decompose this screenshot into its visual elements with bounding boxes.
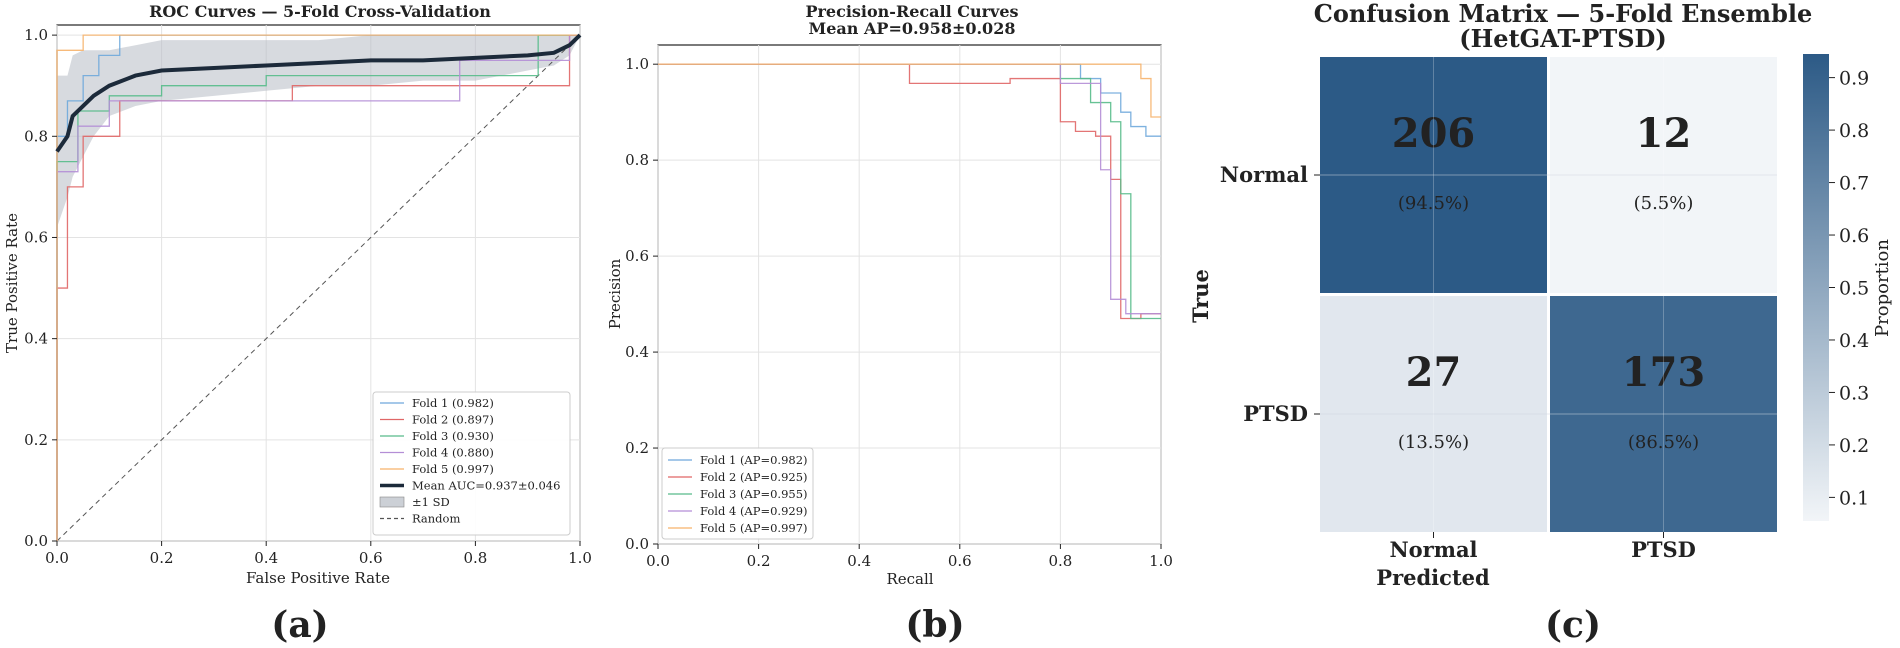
legend-entry: Random (412, 512, 460, 526)
cm-percent: (13.5%) (1398, 432, 1469, 453)
cm-count: 206 (1392, 110, 1476, 157)
legend-entry: Fold 2 (0.897) (412, 413, 494, 427)
cm-count: 173 (1622, 349, 1706, 396)
legend-entry: Fold 1 (0.982) (412, 396, 494, 410)
colorbar-tick-label: 0.6 (1839, 225, 1869, 247)
colorbar-tick-label: 0.7 (1839, 173, 1869, 195)
cm-percent: (94.5%) (1398, 193, 1469, 214)
colorbar-tick-label: 0.5 (1839, 278, 1869, 300)
pr-panel: Precision-Recall Curves Mean AP=0.958±0.… (606, 2, 1173, 646)
legend-entry: Fold 5 (0.997) (412, 462, 494, 476)
y-tick-label: 0.2 (24, 431, 48, 449)
colorbar-tick-label: 0.1 (1839, 487, 1869, 509)
roc-title: ROC Curves — 5-Fold Cross-Validation (149, 2, 491, 21)
x-tick-label: 0.8 (463, 549, 487, 567)
colorbar-tick-label: 0.9 (1839, 68, 1869, 90)
x-tick-label: 0.4 (847, 552, 871, 570)
legend-entry: Fold 5 (AP=0.997) (700, 521, 808, 535)
legend-entry: Fold 3 (AP=0.955) (700, 487, 808, 501)
colorbar-tick-label: 0.2 (1839, 435, 1869, 457)
colorbar-tick-label: 0.8 (1839, 120, 1869, 142)
y-tick-label: 0.2 (625, 439, 649, 457)
cm-y-category: PTSD (1243, 401, 1308, 426)
legend-entry: Fold 4 (AP=0.929) (700, 504, 808, 518)
y-tick-label: 1.0 (24, 26, 48, 44)
panel-label-a: (a) (271, 604, 328, 646)
confusion-panel: Confusion Matrix — 5-Fold Ensemble (HetG… (1188, 0, 1893, 646)
cm-y-category: Normal (1220, 162, 1308, 187)
sd-band (57, 35, 580, 228)
random-reference-line (56, 34, 581, 542)
roc-y-label: True Positive Rate (3, 213, 21, 353)
roc-legend: Fold 1 (0.982) Fold 2 (0.897) Fold 3 (0.93… (372, 391, 571, 536)
panel-label-c: (c) (1545, 604, 1601, 646)
y-tick-label: 0.6 (24, 228, 48, 246)
y-tick-label: 0.4 (24, 330, 48, 348)
legend-entry: Fold 3 (0.930) (412, 429, 494, 443)
series-line-fold-2 (56, 34, 580, 541)
cm-count: 12 (1636, 110, 1692, 157)
y-tick-label: 1.0 (625, 55, 649, 73)
y-tick-label: 0.0 (24, 532, 48, 550)
x-tick-label: 0.6 (359, 549, 383, 567)
legend-swatch (379, 496, 405, 508)
x-tick-label: 0.2 (150, 549, 174, 567)
pr-x-label: Recall (886, 570, 933, 588)
legend-entry: Fold 4 (0.880) (412, 446, 494, 460)
x-tick-label: 0.4 (254, 549, 278, 567)
series-line-fold-1 (56, 34, 580, 541)
legend-entry: ±1 SD (412, 495, 450, 509)
legend-entry: Mean AUC=0.937±0.046 (412, 479, 560, 493)
pr-y-label: Precision (606, 258, 624, 329)
y-tick-label: 0.4 (625, 343, 649, 361)
y-tick-label: 0.6 (625, 247, 649, 265)
cm-y-label: True (1188, 269, 1213, 323)
roc-x-label: False Positive Rate (246, 569, 390, 587)
series-line-fold-5 (56, 34, 580, 541)
pr-title: Precision-Recall Curves (805, 2, 1018, 21)
legend-entry: Fold 2 (AP=0.925) (700, 470, 808, 484)
colorbar-tick-label: 0.4 (1839, 330, 1869, 352)
x-tick-label: 0.8 (1048, 552, 1072, 570)
y-tick-label: 0.8 (625, 151, 649, 169)
cm-x-label: Predicted (1376, 565, 1490, 590)
cm-percent: (5.5%) (1634, 193, 1694, 214)
x-tick-label: 0.2 (747, 552, 771, 570)
x-tick-label: 1.0 (1149, 552, 1173, 570)
series-line-fold-4 (658, 63, 1161, 315)
pr-legend: Fold 1 (AP=0.982) Fold 2 (AP=0.925) Fold 3… (661, 447, 814, 540)
cm-subtitle: (HetGAT-PTSD) (1459, 24, 1666, 53)
cm-x-category: PTSD (1631, 537, 1696, 562)
y-tick-label: 0.8 (24, 127, 48, 145)
cm-percent: (86.5%) (1628, 432, 1699, 453)
cm-title: Confusion Matrix — 5-Fold Ensemble (1314, 0, 1813, 28)
legend-entry: Fold 1 (AP=0.982) (700, 453, 808, 467)
series-line-fold-2 (658, 63, 1161, 320)
series-line-fold-5 (658, 63, 1161, 118)
cm-x-category: Normal (1389, 537, 1477, 562)
colorbar (1803, 54, 1829, 521)
cm-count: 27 (1406, 349, 1462, 396)
series-line-fold-1 (658, 63, 1161, 137)
pr-subtitle: Mean AP=0.958±0.028 (809, 19, 1016, 38)
series-line-fold-4 (56, 34, 580, 541)
roc-panel: ROC Curves — 5-Fold Cross-Validation 0.0… (3, 2, 592, 646)
mean-curve (55, 33, 582, 153)
x-tick-label: 1.0 (568, 549, 592, 567)
y-tick-label: 0.0 (625, 535, 649, 553)
colorbar-label: Proportion (1872, 239, 1893, 337)
x-tick-label: 0.0 (45, 549, 69, 567)
panel-label-b: (b) (905, 604, 964, 646)
x-tick-label: 0.0 (646, 552, 670, 570)
colorbar-tick-label: 0.3 (1839, 382, 1869, 404)
x-tick-label: 0.6 (948, 552, 972, 570)
